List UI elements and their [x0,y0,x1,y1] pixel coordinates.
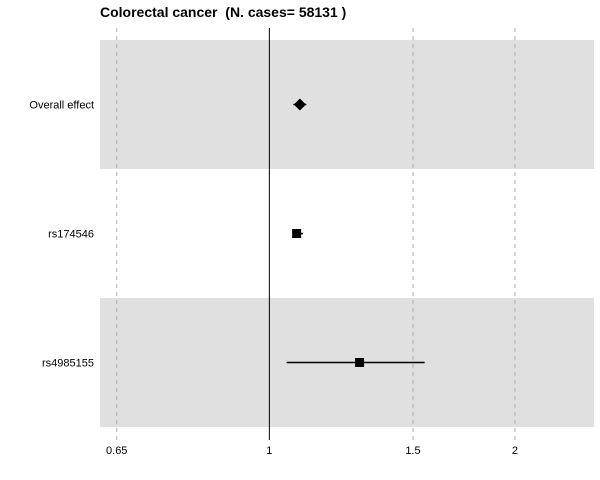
x-tick-label: 1 [266,445,272,457]
row-label: rs174546 [48,229,94,241]
row-band [100,40,594,169]
x-tick-label: 1.5 [405,445,420,457]
chart-title: Colorectal cancer (N. cases= 58131 ) [100,4,347,20]
point-estimate-diamond [293,98,306,111]
x-tick-label: 0.65 [106,445,127,457]
row-label: rs4985155 [42,358,94,370]
x-tick-label: 2 [512,445,518,457]
point-estimate-square [355,358,365,367]
point-estimate-square [292,229,302,238]
row-label: Overall effect [29,100,94,112]
